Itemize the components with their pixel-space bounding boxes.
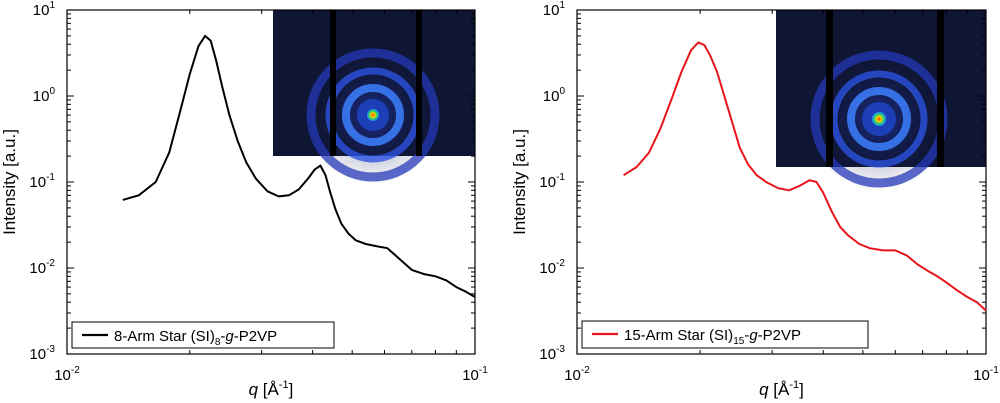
x-tick-label: 10-2 [54,365,80,384]
inset-right [776,10,986,191]
chart-left: 10-2 10-1 10-3 10-2 10-1 100 101 q [Å-1] Intensi… [0,0,488,399]
legend-right: 15-Arm Star (SI)15-g-P2VP [581,320,869,349]
series-line [122,34,476,298]
legend-label: 15-Arm Star (SI)15-g-P2VP [624,327,801,347]
y-tick-label: 10-1 [29,172,55,191]
series-line [623,41,987,312]
y-tick-label: 10-2 [29,258,55,277]
x-tick-label: 10-1 [462,365,488,384]
y-tick-label: 10-3 [29,344,55,363]
chart-right: 10-2 10-1 10-3 10-2 10-1 100 101 q [Å-1] Intensi… [510,0,999,399]
y-tick-label: 10-1 [539,172,565,191]
x-tick-label: 10-2 [564,365,590,384]
legend-label: 8-Arm Star (SI)8-g-P2VP [114,328,277,348]
x-axis-label: q [Å-1] [759,379,804,399]
inset-left [273,10,475,185]
x-tick-label: 10-1 [973,365,999,384]
legend-left: 8-Arm Star (SI)8-g-P2VP [71,321,335,349]
y-tick-label: 100 [33,86,56,105]
y-axis-label: Intensity [a.u.] [0,129,19,235]
x-axis-label: q [Å-1] [249,379,294,399]
y-axis-label: Intensity [a.u.] [510,129,529,235]
y-tick-label: 101 [33,0,56,19]
y-tick-label: 100 [543,86,566,105]
y-tick-label: 10-3 [539,344,565,363]
y-tick-label: 10-2 [539,258,565,277]
y-tick-label: 101 [543,0,566,19]
